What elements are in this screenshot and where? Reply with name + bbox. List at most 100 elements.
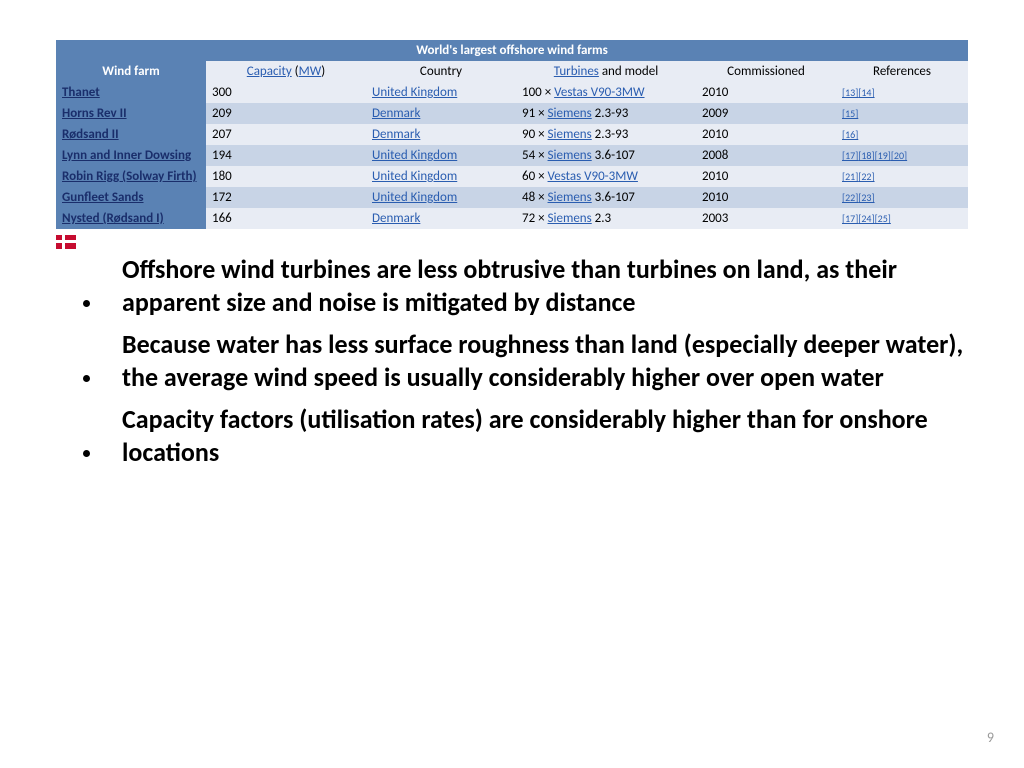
turbines-cell: 72 × Siemens 2.3: [516, 208, 696, 229]
commissioned-cell: 2010: [696, 124, 836, 145]
capacity-cell: 166: [206, 208, 366, 229]
wind-farm-link[interactable]: Rødsand II: [62, 127, 119, 142]
reference-link[interactable]: [13]: [842, 86, 858, 99]
mw-link[interactable]: MW: [299, 64, 322, 79]
col-commissioned: Commissioned: [696, 61, 836, 82]
table-title: World's largest offshore wind farms: [56, 40, 968, 61]
wind-farm-link[interactable]: Gunfleet Sands: [62, 190, 144, 205]
turbine-model-link[interactable]: Siemens: [548, 127, 592, 142]
country-link[interactable]: Denmark: [372, 106, 420, 121]
wind-farm-name-cell: Horns Rev II: [56, 103, 206, 124]
country-cell: United Kingdom: [366, 166, 516, 187]
turbine-model-link[interactable]: Vestas V90-3MW: [554, 85, 644, 100]
country-link[interactable]: United Kingdom: [372, 85, 457, 100]
wind-farm-name-cell: Robin Rigg (Solway Firth): [56, 166, 206, 187]
wind-farm-name-cell: Rødsand II: [56, 124, 206, 145]
country-cell: Denmark: [366, 124, 516, 145]
wind-farm-link[interactable]: Lynn and Inner Dowsing: [62, 148, 191, 163]
wind-farm-link[interactable]: Robin Rigg (Solway Firth): [62, 169, 197, 184]
reference-link[interactable]: [25]: [875, 212, 891, 225]
reference-link[interactable]: [22]: [842, 191, 858, 204]
commissioned-cell: 2003: [696, 208, 836, 229]
references-cell: [17][18][19][20]: [836, 145, 968, 166]
capacity-cell: 300: [206, 82, 366, 103]
bullet-list: Offshore wind turbines are less obtrusiv…: [104, 253, 968, 468]
wind-farm-link[interactable]: Thanet: [62, 85, 100, 100]
references-cell: [21][22]: [836, 166, 968, 187]
country-cell: United Kingdom: [366, 145, 516, 166]
country-cell: Denmark: [366, 103, 516, 124]
wind-farms-table: World's largest offshore wind farms Wind…: [56, 40, 968, 229]
turbines-cell: 91 × Siemens 2.3-93: [516, 103, 696, 124]
commissioned-cell: 2009: [696, 103, 836, 124]
table-row: Nysted (Rødsand I) 166 Denmark 72 × Siemens…: [56, 208, 968, 229]
bullet-item: Because water has less surface roughness…: [104, 328, 968, 393]
turbines-cell: 60 × Vestas V90-3MW: [516, 166, 696, 187]
country-cell: United Kingdom: [366, 187, 516, 208]
col-capacity: Capacity (MW): [206, 61, 366, 82]
capacity-link[interactable]: Capacity: [247, 64, 292, 79]
capacity-cell: 172: [206, 187, 366, 208]
country-link[interactable]: Denmark: [372, 211, 420, 226]
table-row: Lynn and Inner Dowsing 194 United Kingdom 5…: [56, 145, 968, 166]
reference-link[interactable]: [17]: [842, 212, 858, 225]
turbine-model-link[interactable]: Siemens: [548, 211, 592, 226]
reference-link[interactable]: [15]: [842, 107, 858, 120]
bullet-item: Offshore wind turbines are less obtrusiv…: [104, 253, 968, 318]
table-row: Rødsand II 207 Denmark 90 × Siemens 2.3-932…: [56, 124, 968, 145]
country-link[interactable]: Denmark: [372, 127, 420, 142]
reference-link[interactable]: [18]: [858, 149, 874, 162]
turbines-cell: 100 × Vestas V90-3MW: [516, 82, 696, 103]
commissioned-cell: 2010: [696, 166, 836, 187]
commissioned-cell: 2010: [696, 187, 836, 208]
col-country: Country: [366, 61, 516, 82]
references-cell: [13][14]: [836, 82, 968, 103]
wind-farm-link[interactable]: Nysted (Rødsand I): [62, 211, 164, 226]
col-wind-farm: Wind farm: [56, 61, 206, 82]
wind-farm-name-cell: Lynn and Inner Dowsing: [56, 145, 206, 166]
wind-farm-name-cell: Gunfleet Sands: [56, 187, 206, 208]
turbine-model-link[interactable]: Siemens: [548, 106, 592, 121]
capacity-cell: 194: [206, 145, 366, 166]
references-cell: [15]: [836, 103, 968, 124]
reference-link[interactable]: [19]: [875, 149, 891, 162]
reference-link[interactable]: [14]: [858, 86, 874, 99]
wind-farm-name-cell: Nysted (Rødsand I): [56, 208, 206, 229]
turbines-cell: 54 × Siemens 3.6-107: [516, 145, 696, 166]
col-references: References: [836, 61, 968, 82]
turbines-cell: 48 × Siemens 3.6-107: [516, 187, 696, 208]
denmark-flag-icon: [56, 235, 76, 249]
table-row: Gunfleet Sands 172 United Kingdom 48 × Siem…: [56, 187, 968, 208]
reference-link[interactable]: [16]: [842, 128, 858, 141]
wind-farm-name-cell: Thanet: [56, 82, 206, 103]
reference-link[interactable]: [22]: [858, 170, 874, 183]
commissioned-cell: 2008: [696, 145, 836, 166]
turbine-model-link[interactable]: Siemens: [548, 148, 592, 163]
bullet-item: Capacity factors (utilisation rates) are…: [104, 403, 968, 468]
reference-link[interactable]: [20]: [891, 149, 907, 162]
country-cell: United Kingdom: [366, 82, 516, 103]
turbines-cell: 90 × Siemens 2.3-93: [516, 124, 696, 145]
table-row: Robin Rigg (Solway Firth) 180 United Kingd…: [56, 166, 968, 187]
turbines-header-link[interactable]: Turbines: [554, 64, 599, 79]
capacity-cell: 209: [206, 103, 366, 124]
reference-link[interactable]: [21]: [842, 170, 858, 183]
table-row: Horns Rev II 209 Denmark 91 × Siemens 2.3-9…: [56, 103, 968, 124]
col-turbines: Turbines and model: [516, 61, 696, 82]
references-cell: [17][24][25]: [836, 208, 968, 229]
reference-link[interactable]: [17]: [842, 149, 858, 162]
page-number: 9: [987, 729, 994, 746]
reference-link[interactable]: [24]: [858, 212, 874, 225]
table-header-row: Wind farm Capacity (MW) Country Turbines…: [56, 61, 968, 82]
turbine-model-link[interactable]: Siemens: [548, 190, 592, 205]
capacity-cell: 207: [206, 124, 366, 145]
country-link[interactable]: United Kingdom: [372, 169, 457, 184]
reference-link[interactable]: [23]: [858, 191, 874, 204]
capacity-cell: 180: [206, 166, 366, 187]
turbine-model-link[interactable]: Vestas V90-3MW: [548, 169, 638, 184]
country-link[interactable]: United Kingdom: [372, 148, 457, 163]
country-link[interactable]: United Kingdom: [372, 190, 457, 205]
wind-farm-link[interactable]: Horns Rev II: [62, 106, 127, 121]
table-row: Thanet 300 United Kingdom 100 × Vestas V90-…: [56, 82, 968, 103]
references-cell: [16]: [836, 124, 968, 145]
